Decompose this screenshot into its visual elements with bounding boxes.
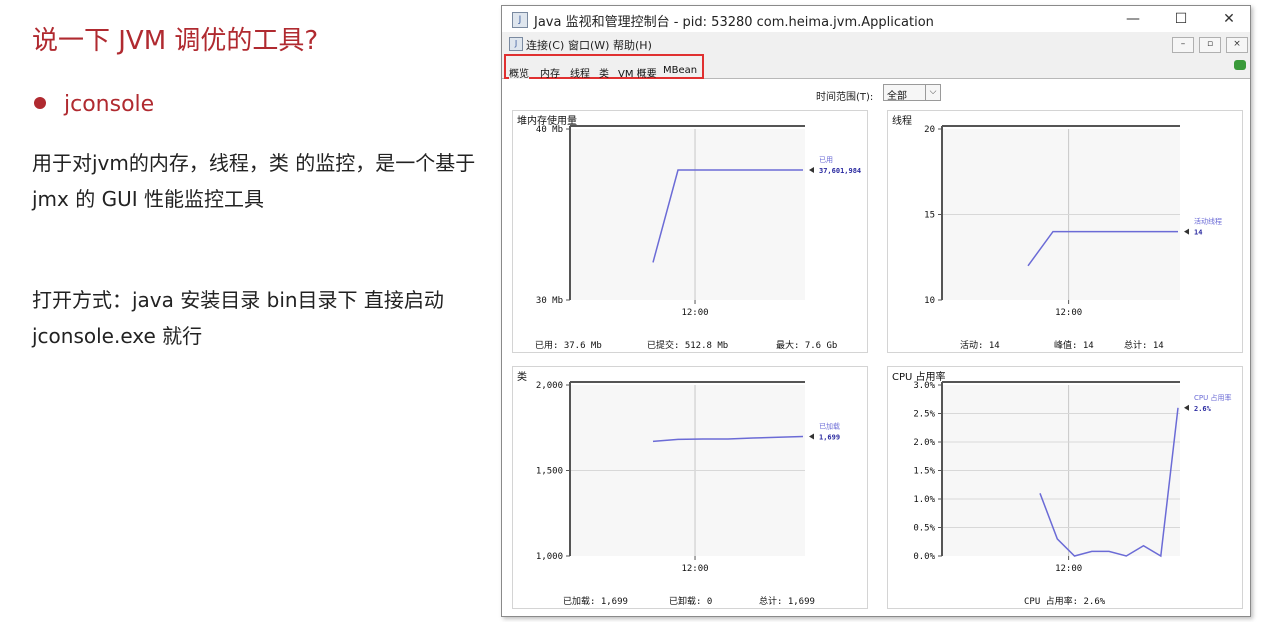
tab-overview[interactable]: 概览 <box>509 65 529 80</box>
heap-series-line <box>652 169 803 263</box>
java-menu-icon: J <box>509 37 523 51</box>
heap-legend-name: 已用 <box>819 156 833 164</box>
cpu-ytick-label: 1.0% <box>913 495 935 505</box>
overview-content: 时间范围(T): 全部 ⌵ 堆内存使用量 40 Mb 30 Mb 12:00 已用 37… <box>502 79 1250 616</box>
classes-ytick-label: 1,500 <box>536 467 563 477</box>
threads-stat-1: 峰值: 14 <box>1054 339 1094 351</box>
connection-status-icon <box>1234 60 1246 70</box>
cpu-stat-0: CPU 占用率: 2.6% <box>1024 595 1106 607</box>
classes-panel: 类 2,000 1,500 1,000 12:00 已加载 1,699 已加载: 1,699… <box>512 366 868 609</box>
time-range-label: 时间范围(T): <box>816 92 874 103</box>
classes-ytick-label: 1,000 <box>536 552 563 562</box>
cpu-ytick-label: 0.5% <box>913 524 935 534</box>
menu-connection[interactable]: 连接(C) <box>526 39 565 52</box>
time-range-value: 全部 <box>887 91 907 102</box>
menu-bar: J 连接(C) 窗口(W) 帮助(H) <box>502 34 1250 54</box>
menu-help[interactable]: 帮助(H) <box>613 39 652 52</box>
cpu-ytick-label: 0.0% <box>913 552 935 562</box>
cpu-chart-svg: 3.0% 2.5% 2.0% 1.5% 1.0% 0.5% 0.0% 12:00 CPU 占用率… <box>913 381 1231 607</box>
cpu-ytick-label: 2.5% <box>913 410 935 420</box>
threads-stat-0: 活动: 14 <box>960 339 1000 351</box>
heap-ytick-label: 30 Mb <box>536 296 563 306</box>
classes-legend-name: 已加载 <box>819 421 840 430</box>
classes-series-line <box>652 435 804 443</box>
tab-vm-summary[interactable]: VM 概要 <box>618 69 657 80</box>
heap-chart-svg: 40 Mb 30 Mb 12:00 已用 37,601,984 已用: 37.6 Mb 已提… <box>535 125 861 351</box>
heap-legend-marker-icon <box>809 167 814 174</box>
mdi-close-button[interactable]: × <box>1226 37 1248 53</box>
threads-xtick-label: 12:00 <box>1055 308 1082 318</box>
jconsole-window: J Java 监视和管理控制台 - pid: 53280 com.heima.j… <box>501 5 1251 617</box>
tab-mbean[interactable]: MBean <box>663 65 698 76</box>
threads-title: 线程 <box>892 116 912 127</box>
time-range-select[interactable]: 全部 ⌵ <box>883 84 941 102</box>
threads-chart-svg: 20 15 10 12:00 活动线程 14 活动: 14 峰值: 14 总计: 14 <box>924 125 1222 351</box>
cpu-ytick-label: 2.0% <box>913 438 935 448</box>
bullet-text: jconsole <box>64 92 155 117</box>
close-button[interactable]: ✕ <box>1223 11 1235 27</box>
threads-legend-value: 14 <box>1194 229 1202 237</box>
menu-window[interactable]: 窗口(W) <box>568 39 610 52</box>
bullet-dot-icon <box>34 97 46 109</box>
classes-ytick-label: 2,000 <box>536 381 563 391</box>
threads-series-line <box>1027 230 1178 267</box>
heap-stat-1: 已提交: 512.8 Mb <box>647 339 728 351</box>
cpu-legend-marker-icon <box>1184 404 1189 411</box>
classes-stat-1: 已卸载: 0 <box>669 595 712 607</box>
maximize-button[interactable]: ☐ <box>1174 11 1188 27</box>
mdi-minimize-button[interactable]: – <box>1172 37 1194 53</box>
tabs-highlight-box <box>504 54 704 79</box>
cpu-ytick-label: 1.5% <box>913 467 935 477</box>
cpu-xtick-label: 12:00 <box>1055 564 1082 574</box>
title-bar[interactable]: J Java 监视和管理控制台 - pid: 53280 com.heima.j… <box>502 6 1250 32</box>
classes-title: 类 <box>517 372 527 383</box>
open-method-paragraph: 打开方式：java 安装目录 bin目录下 直接启动 jconsole.exe … <box>32 288 444 348</box>
cpu-usage-panel: CPU 占用率 3.0% 2.5% 2.0% 1.5% 1.0% 0.5% 0.0% 12:0… <box>887 366 1243 609</box>
threads-stat-2: 总计: 14 <box>1124 339 1164 351</box>
cpu-legend-value: 2.6% <box>1194 405 1212 413</box>
tab-classes[interactable]: 类 <box>599 69 609 80</box>
heap-xtick-label: 12:00 <box>681 308 708 318</box>
heap-plot-area <box>571 129 805 300</box>
tab-memory[interactable]: 内存 <box>540 69 560 80</box>
classes-legend-marker-icon <box>809 433 814 440</box>
cpu-ytick-label: 3.0% <box>913 381 935 391</box>
heap-memory-panel: 堆内存使用量 40 Mb 30 Mb 12:00 已用 37,601,984 已用: 37… <box>512 110 868 353</box>
threads-ytick-label: 15 <box>924 211 935 221</box>
mdi-restore-button[interactable]: ▫ <box>1199 37 1221 53</box>
description-paragraph: 用于对jvm的内存，线程，类 的监控，是一个基于 jmx 的 GUI 性能监控工… <box>32 151 476 211</box>
classes-legend-value: 1,699 <box>819 433 840 441</box>
slide-title: 说一下 JVM 调优的工具? <box>32 26 319 56</box>
java-app-icon: J <box>512 12 528 28</box>
classes-stat-2: 总计: 1,699 <box>759 595 815 607</box>
heap-memory-title: 堆内存使用量 <box>517 116 577 127</box>
tab-bar: 概览 内存 线程 类 VM 概要 MBean <box>502 54 1250 80</box>
cpu-series-line <box>1039 407 1179 558</box>
tab-threads[interactable]: 线程 <box>570 69 590 80</box>
classes-chart-svg: 2,000 1,500 1,000 12:00 已加载 1,699 已加载: 1,699 已卸… <box>536 381 840 607</box>
bullet-item: jconsole <box>34 92 154 117</box>
minimize-button[interactable]: — <box>1126 11 1140 27</box>
threads-legend-marker-icon <box>1184 228 1189 235</box>
heap-stat-2: 最大: 7.6 Gb <box>776 339 837 351</box>
threads-ytick-label: 20 <box>924 125 935 135</box>
window-title: Java 监视和管理控制台 - pid: 53280 com.heima.jvm… <box>534 15 934 30</box>
cpu-usage-title: CPU 占用率 <box>892 372 946 383</box>
classes-xtick-label: 12:00 <box>681 564 708 574</box>
heap-ytick-label: 40 Mb <box>536 125 563 135</box>
heap-legend-value: 37,601,984 <box>819 167 861 175</box>
classes-stat-0: 已加载: 1,699 <box>563 595 628 607</box>
heap-stat-0: 已用: 37.6 Mb <box>535 340 602 351</box>
chevron-down-icon: ⌵ <box>925 85 940 100</box>
cpu-legend-name: CPU 占用率 <box>1194 393 1231 402</box>
threads-ytick-label: 10 <box>924 296 935 306</box>
threads-legend-name: 活动线程 <box>1194 217 1222 226</box>
threads-panel: 线程 20 15 10 12:00 活动线程 14 活动: 14 峰值: 14 总计: 14 <box>887 110 1243 353</box>
